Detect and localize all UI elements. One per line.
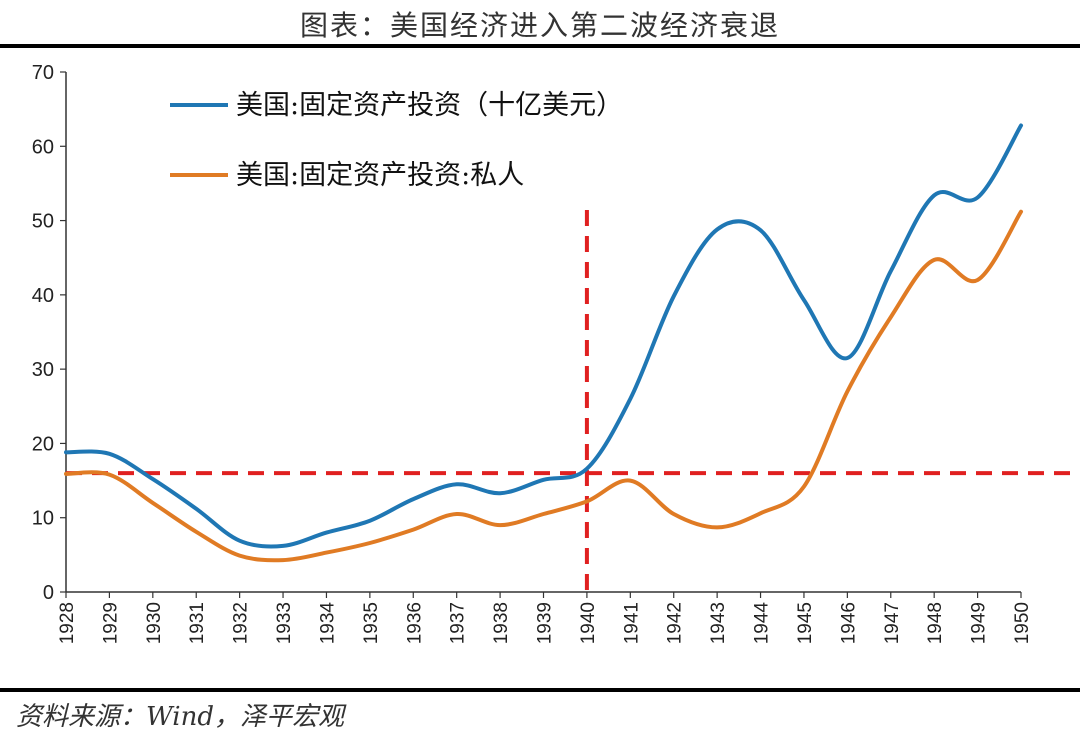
y-tick-label: 10	[32, 508, 54, 530]
x-tick-label: 1938	[491, 602, 512, 644]
line-chart: 0 10 20 30 40 50 60 70 1928 1929 1930 1931 1932 1933 1…	[32, 62, 1071, 644]
series-line-0	[64, 123, 1023, 549]
reference-lines	[66, 210, 1071, 592]
axes: 0 10 20 30 40 50 60 70 1928 1929 1930 1931 1932 1933 1…	[32, 62, 1033, 644]
y-tick-label: 30	[32, 359, 54, 381]
y-tick-label: 40	[32, 285, 54, 307]
y-tick-label: 60	[32, 136, 54, 158]
title-rule	[0, 44, 1080, 48]
footer-rule	[0, 688, 1080, 692]
x-tick-label: 1945	[795, 602, 816, 644]
x-tick-label: 1935	[361, 602, 382, 644]
y-tick-label: 50	[32, 211, 54, 233]
x-tick-label: 1931	[187, 602, 208, 644]
x-tick-label: 1928	[57, 602, 78, 644]
legend-label-1: 美国:固定资产投资:私人	[236, 160, 524, 191]
x-tick-label: 1933	[274, 602, 295, 644]
series-lines	[64, 123, 1023, 563]
x-tick-label: 1930	[144, 602, 165, 644]
x-tick-label: 1946	[838, 602, 859, 644]
x-tick-label: 1941	[621, 602, 642, 644]
legend: 美国:固定资产投资（十亿美元） 美国:固定资产投资:私人	[170, 90, 623, 191]
y-tick-label: 0	[43, 582, 54, 604]
x-tick-label: 1949	[969, 602, 990, 644]
x-tick-label: 1947	[882, 602, 903, 644]
x-tick-label: 1934	[317, 602, 338, 645]
x-tick-label: 1940	[578, 602, 599, 644]
x-tick-label: 1948	[925, 602, 946, 644]
x-tick-label: 1950	[1012, 602, 1033, 644]
x-tick-label: 1943	[708, 602, 729, 644]
y-tick-label: 70	[32, 62, 54, 84]
legend-label-0: 美国:固定资产投资（十亿美元）	[236, 90, 623, 121]
x-tick-label: 1942	[665, 602, 686, 644]
series-line-1	[64, 209, 1023, 563]
chart-title: 图表：美国经济进入第二波经济衰退	[299, 9, 780, 42]
x-tick-label: 1939	[535, 602, 556, 644]
x-tick-label: 1937	[448, 602, 469, 644]
x-tick-label: 1932	[231, 602, 252, 644]
x-tick-label: 1929	[100, 602, 121, 644]
source-note: 资料来源：Wind，泽平宏观	[16, 702, 344, 732]
y-tick-label: 20	[32, 433, 54, 455]
x-tick-label: 1944	[752, 602, 773, 645]
x-tick-label: 1936	[404, 602, 425, 644]
